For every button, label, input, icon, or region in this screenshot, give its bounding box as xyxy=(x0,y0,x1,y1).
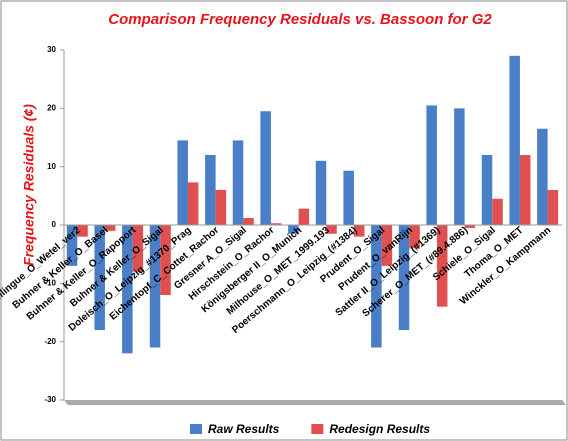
bar xyxy=(481,155,493,225)
bar xyxy=(122,225,133,354)
bar xyxy=(409,225,420,249)
bar xyxy=(270,223,282,225)
bar xyxy=(298,208,310,225)
bar xyxy=(315,160,327,225)
bar xyxy=(381,225,393,266)
bar xyxy=(492,198,503,225)
bar xyxy=(66,225,78,266)
bar xyxy=(132,225,144,272)
bar xyxy=(509,55,520,226)
bar xyxy=(371,225,382,348)
bar xyxy=(187,182,199,225)
bar xyxy=(454,108,465,225)
bar xyxy=(243,218,254,225)
bar xyxy=(398,225,410,330)
legend-swatch xyxy=(311,424,324,434)
legend-swatch xyxy=(190,424,202,434)
bar xyxy=(77,225,88,237)
bar xyxy=(353,225,365,237)
bar xyxy=(160,225,171,295)
bar xyxy=(149,225,161,348)
bar xyxy=(260,111,271,225)
bar xyxy=(104,225,116,231)
y-tick-label: 0 xyxy=(52,220,57,229)
bar xyxy=(205,155,216,225)
bar xyxy=(215,190,227,225)
y-axis-label: Frequency Residuals (¢) xyxy=(21,104,37,266)
y-tick-label: -20 xyxy=(44,337,56,346)
bar xyxy=(343,170,354,225)
bar xyxy=(232,140,244,225)
bar xyxy=(464,225,476,228)
y-tick-label: 10 xyxy=(47,162,56,171)
bar xyxy=(326,225,337,234)
bar xyxy=(537,128,548,225)
bar xyxy=(94,225,105,330)
plot-floor xyxy=(64,400,566,405)
legend-label: Redesign Results xyxy=(329,422,430,436)
legend-label: Raw Results xyxy=(208,422,280,436)
y-tick-label: 30 xyxy=(47,45,56,54)
chart-title: Comparison Frequency Residuals vs. Basso… xyxy=(108,11,492,28)
y-tick-label: -10 xyxy=(44,278,56,287)
bar xyxy=(519,155,531,225)
bar xyxy=(426,105,437,225)
y-tick-label: -30 xyxy=(44,395,56,404)
bar xyxy=(547,190,559,225)
y-tick-label: 20 xyxy=(47,103,56,112)
bar xyxy=(436,225,448,307)
bar xyxy=(288,225,299,234)
bar xyxy=(177,140,188,225)
